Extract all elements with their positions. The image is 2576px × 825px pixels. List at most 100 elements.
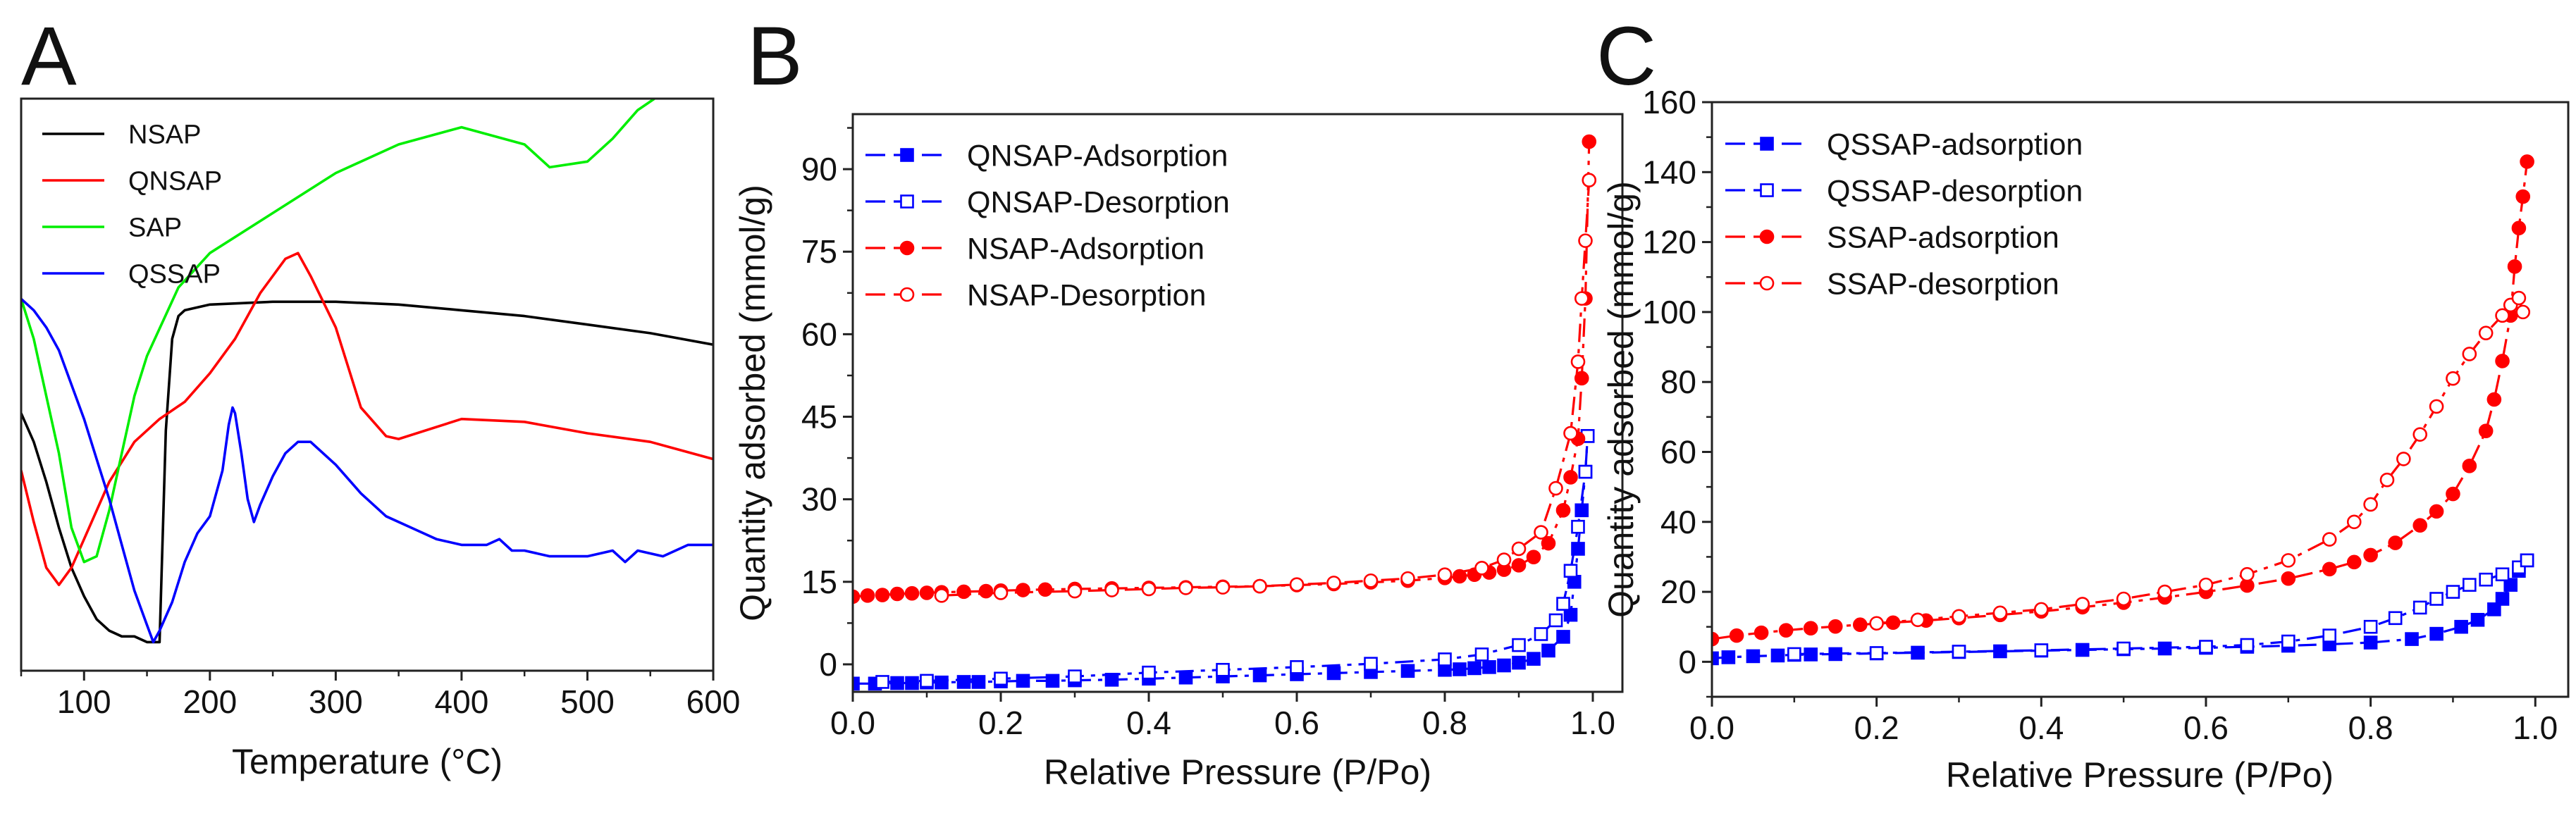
chart-b: 0.0 0.2 0.4 0.6 0.8 1.0 0 15 30 45 60 75 90 QNSAP-A… [733, 113, 1624, 792]
chart-a-legend: NSAP QNSAP SAP QSSAP [42, 120, 222, 290]
data-point-ssap-desorption [2363, 497, 2378, 512]
data-point-qnsap-desorption [1474, 647, 1489, 662]
data-point-qnsap-desorption [1142, 665, 1156, 680]
data-point-ssap-adsorption [2446, 486, 2460, 502]
chart-a: 100 200 300 400 500 600 NSAP QNSAP SAP QSSAP Tem… [20, 97, 741, 781]
legend-item-qssap-adsorption: QSSAP-adsorption [1725, 128, 2083, 161]
data-point-qssap-desorption [1869, 646, 1884, 660]
data-point-nsap-desorption [1534, 525, 1548, 540]
data-point-nsap-adsorption [1511, 558, 1527, 573]
data-point-qnsap-adsorption [1527, 652, 1541, 666]
data-point-ssap-adsorption [2520, 154, 2534, 169]
data-point-qnsap-adsorption [956, 675, 971, 689]
data-point-ssap-adsorption [1712, 631, 1720, 647]
series-ssap-desorption [1869, 290, 2531, 631]
legend-item-qnsap-adsorption: QNSAP-Adsorption [865, 139, 1228, 173]
x-tick-label: 0.8 [1422, 705, 1467, 741]
data-point-qssap-desorption [2281, 634, 2295, 649]
data-point-nsap-adsorption [1526, 550, 1541, 564]
x-tick-label: 600 [686, 683, 741, 720]
data-point-nsap-adsorption [1582, 134, 1597, 149]
legend-item-sap: SAP [42, 213, 182, 243]
data-point-qnsap-adsorption [853, 676, 860, 691]
data-point-qssap-adsorption [2454, 619, 2468, 634]
x-tick-label: 0.8 [2348, 709, 2393, 746]
data-point-nsap-adsorption [956, 584, 971, 600]
data-point-ssap-desorption [2396, 452, 2411, 466]
data-point-ssap-desorption [1952, 609, 1966, 624]
legend-item-qssap: QSSAP [42, 260, 221, 290]
data-point-nsap-desorption [1178, 581, 1193, 595]
data-point-qnsap-desorption [1068, 669, 1082, 683]
chart-b-y-axis-title: Quantity adsorbed (mmol/g) [733, 185, 772, 621]
data-point-ssap-desorption [2429, 399, 2444, 414]
data-point-nsap-adsorption [1541, 535, 1556, 551]
x-tick-label: 0.4 [2019, 709, 2064, 746]
data-point-qnsap-desorption [1364, 657, 1378, 671]
data-point-ssap-adsorption [1852, 617, 1868, 633]
chart-b-x-axis-title: Relative Pressure (P/Po) [1044, 752, 1431, 792]
legend-swatch-marker [899, 287, 915, 302]
x-tick-label: 0.2 [978, 705, 1023, 741]
chart-b-frame [851, 113, 1624, 693]
y-tick-label: 80 [1660, 364, 1696, 400]
data-point-qnsap-desorption [1534, 627, 1548, 641]
legend-label: QNSAP-Desorption [967, 185, 1230, 219]
data-point-ssap-desorption [2515, 304, 2531, 320]
data-point-qssap-desorption [2240, 638, 2255, 652]
legend-swatch-marker [899, 240, 915, 256]
data-point-nsap-desorption [934, 588, 949, 603]
legend-label: QSSAP-desorption [1827, 174, 2083, 208]
data-point-qssap-desorption [2412, 600, 2427, 615]
data-point-qssap-adsorption [2405, 632, 2419, 646]
chart-c-x-axis-title: Relative Pressure (P/Po) [1946, 755, 2334, 795]
chart-c: 0.0 0.2 0.4 0.6 0.8 1.0 0 20 40 60 80 100 120 140 160… [1601, 84, 2570, 795]
legend-swatch-marker [1760, 137, 1774, 151]
data-point-nsap-desorption [1548, 480, 1563, 496]
x-tick-label: 500 [560, 683, 615, 720]
y-tick-label: 75 [801, 233, 837, 270]
chart-c-y-axis-title: Quantity adsorbed (mmol/g) [1601, 181, 1641, 618]
data-point-qnsap-adsorption [1178, 670, 1193, 685]
data-point-qssap-adsorption [2503, 578, 2518, 592]
legend-item-nsap: NSAP [42, 120, 201, 150]
data-point-nsap-desorption [1496, 552, 1512, 567]
data-point-qssap-adsorption [1746, 649, 1761, 664]
data-point-nsap-desorption [1437, 567, 1453, 582]
data-point-ssap-desorption [2412, 427, 2428, 442]
data-point-nsap-adsorption [1016, 583, 1030, 597]
y-tick-label: 60 [801, 316, 837, 352]
data-point-qnsap-desorption [875, 675, 889, 689]
series-line-ssap-adsorption [1712, 161, 2529, 640]
legend-item-nsap-adsorption: NSAP-Adsorption [865, 232, 1204, 266]
x-tick-label: 300 [309, 683, 363, 720]
x-tick-label: 100 [57, 683, 111, 720]
data-point-qssap-desorption [2034, 643, 2049, 657]
data-point-nsap-desorption [1326, 576, 1341, 590]
data-point-qssap-desorption [1952, 645, 1966, 659]
x-tick-label: 0.0 [830, 705, 875, 741]
legend-swatch-marker [1759, 229, 1775, 244]
series-qnsap-desorption [875, 429, 1595, 689]
data-point-qnsap-adsorption [1400, 664, 1415, 678]
panel-letter-c: C [1596, 10, 1656, 103]
data-point-nsap-adsorption [1555, 502, 1571, 518]
legend-item-nsap-desorption: NSAP-Desorption [865, 278, 1206, 312]
y-tick-label: 15 [801, 564, 837, 600]
y-tick-label: 140 [1642, 154, 1696, 190]
data-point-nsap-adsorption [889, 586, 905, 602]
data-point-nsap-desorption [1578, 233, 1593, 248]
data-point-qnsap-desorption [1216, 662, 1230, 677]
data-point-ssap-adsorption [2412, 518, 2428, 533]
series-qnsap [21, 252, 713, 587]
data-point-ssap-adsorption [2346, 554, 2362, 570]
data-point-ssap-adsorption [2281, 571, 2296, 586]
data-point-ssap-adsorption [1803, 621, 1818, 635]
y-tick-label: 40 [1660, 504, 1696, 540]
data-point-ssap-desorption [2116, 591, 2131, 607]
legend-label: NSAP-Desorption [967, 278, 1206, 312]
series-line-qnsap-adsorption [853, 435, 1589, 685]
data-point-ssap-desorption [2379, 472, 2395, 488]
data-point-qnsap-desorption [1548, 613, 1563, 628]
series-sap [21, 99, 657, 564]
